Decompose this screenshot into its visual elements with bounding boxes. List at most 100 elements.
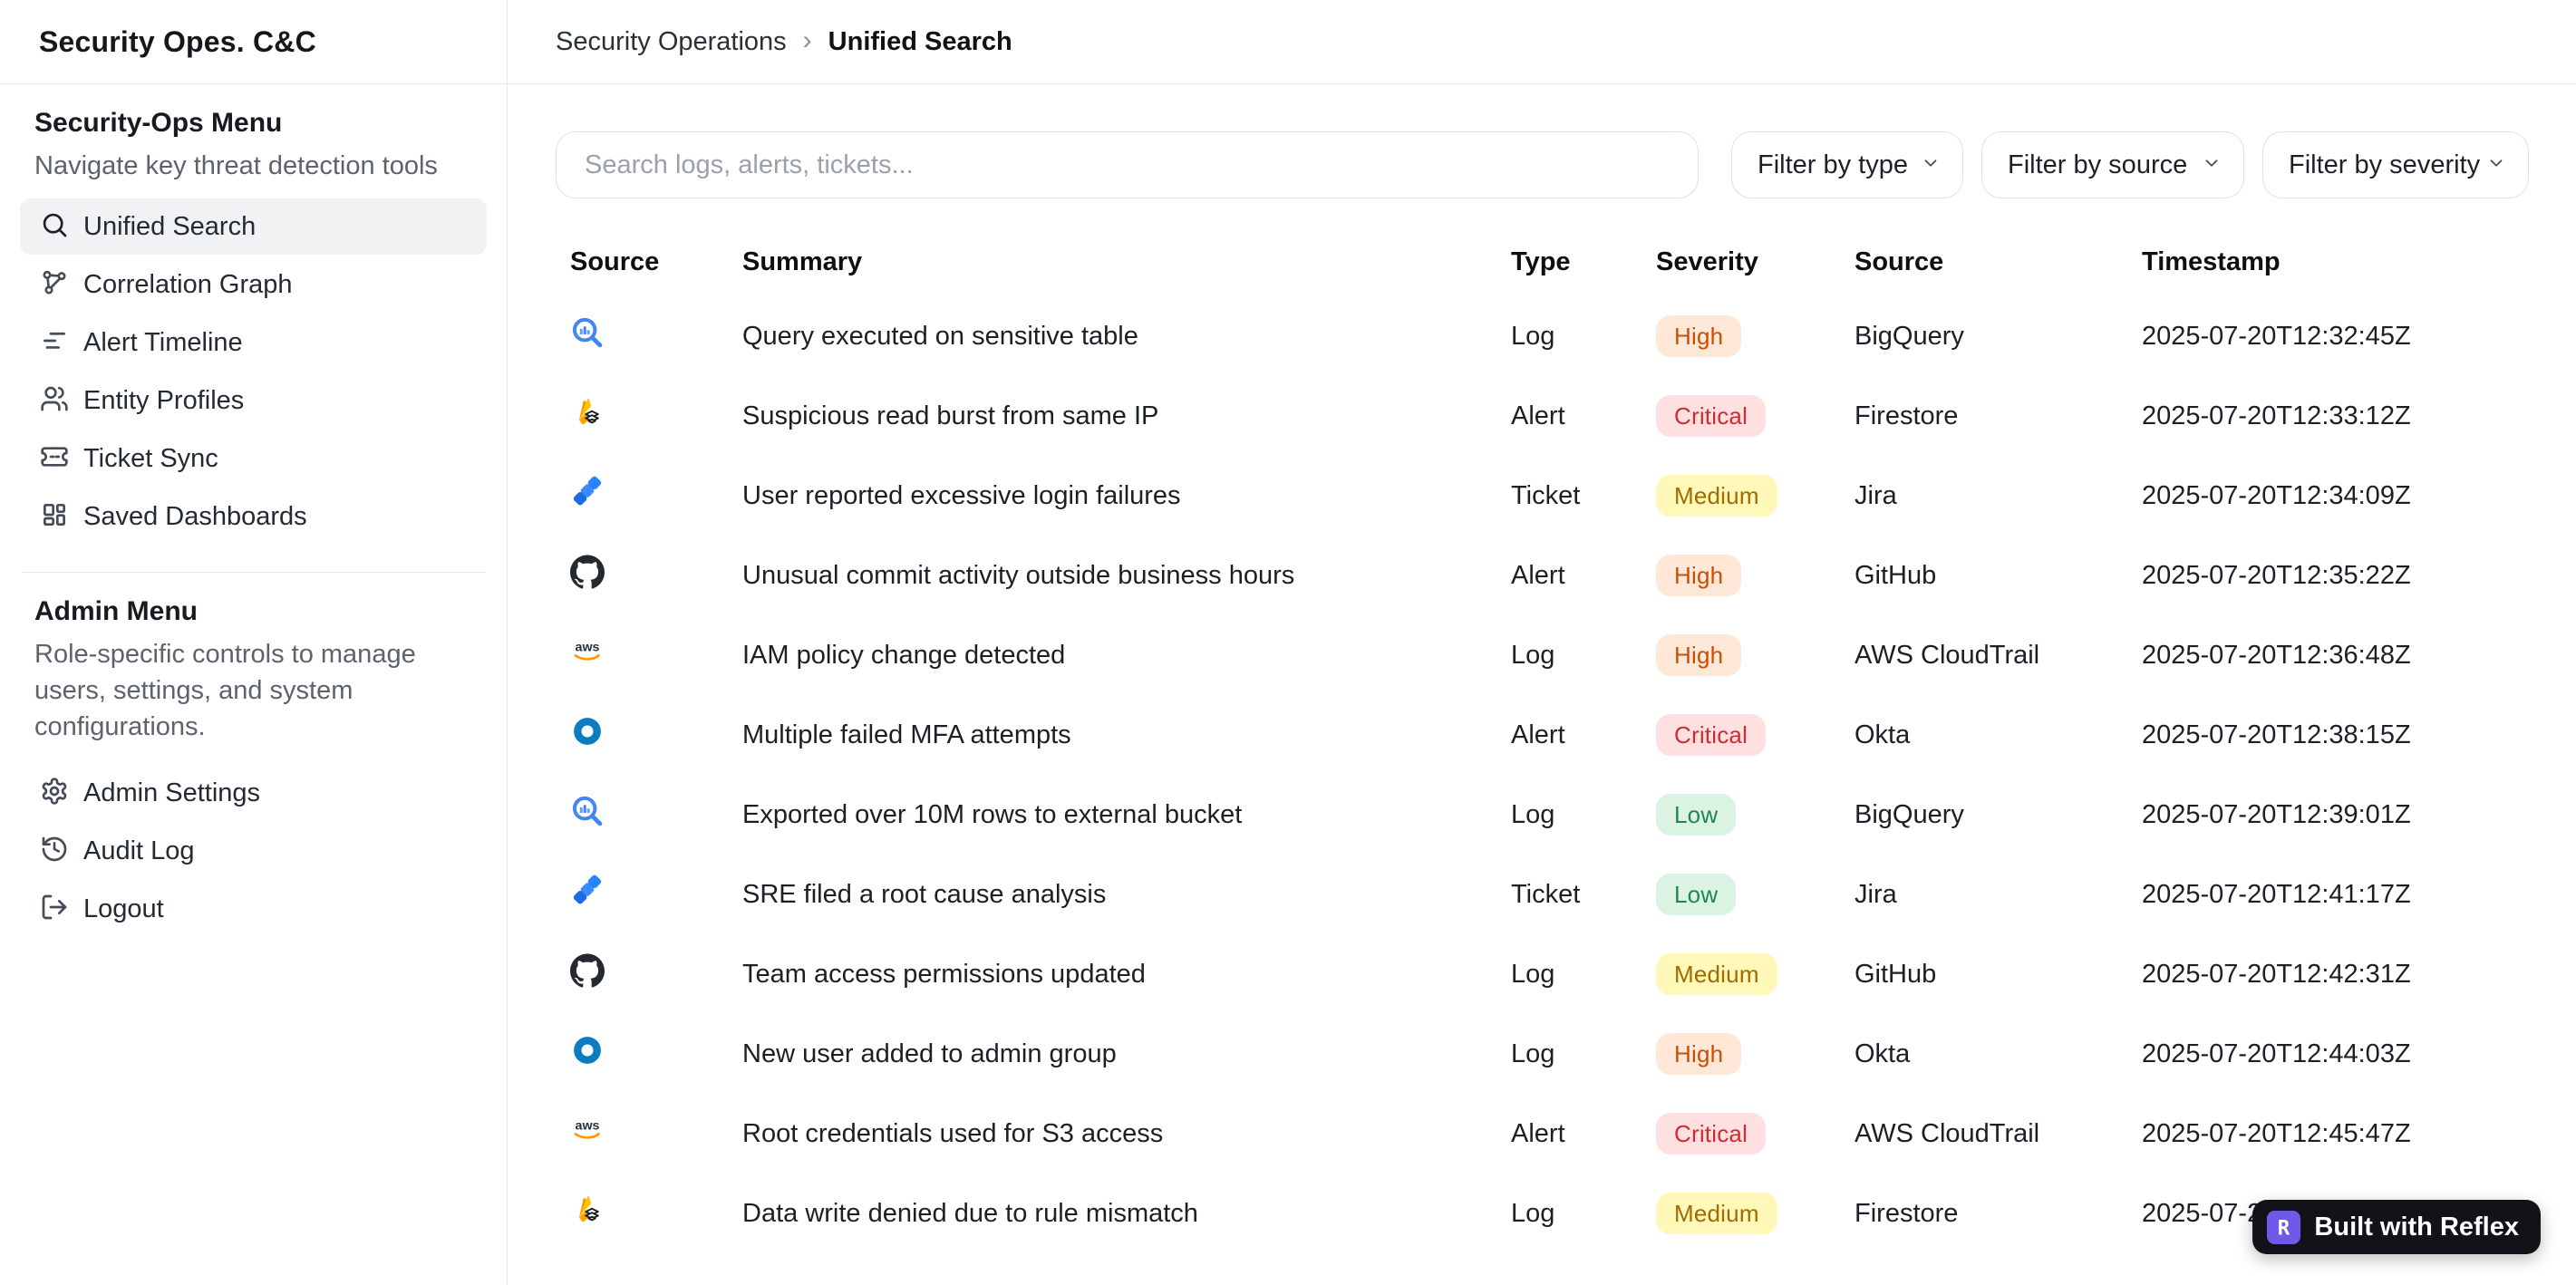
filter-by-source-select[interactable]: Filter by source	[1981, 131, 2244, 198]
sidebar-item-label: Correlation Graph	[83, 269, 293, 299]
type-cell: Alert	[1511, 1118, 1565, 1148]
timestamp-cell: 2025-07-20T12:45:47Z	[2142, 1118, 2411, 1148]
okta-icon	[570, 714, 605, 749]
timestamp-cell: 2025-07-20T12:42:31Z	[2142, 959, 2411, 989]
sidebar-item-audit-log[interactable]: Audit Log	[20, 823, 487, 879]
source-cell: Jira	[1855, 480, 1897, 510]
table-row[interactable]: Team access permissions updated Log Medium…	[556, 934, 2529, 1014]
table-row[interactable]: SRE filed a root cause analysis Ticket Low…	[556, 855, 2529, 934]
toolbar: Filter by type Filter by source Filter b…	[556, 131, 2529, 198]
table-row[interactable]: User reported excessive login failures Ti…	[556, 456, 2529, 536]
search-input[interactable]	[556, 131, 1699, 198]
filter-by-severity-select[interactable]: Filter by severity	[2262, 131, 2529, 198]
table-row[interactable]: New user added to admin group Log High Okta…	[556, 1014, 2529, 1094]
sidebar-item-logout[interactable]: Logout	[20, 881, 487, 937]
sidebar-item-label: Saved Dashboards	[83, 501, 307, 531]
reflex-logo-icon: R	[2267, 1210, 2301, 1244]
timestamp-cell: 2025-07-20T12:36:48Z	[2142, 640, 2411, 670]
table-row[interactable]: aws Root credentials used for S3 access Al…	[556, 1094, 2529, 1174]
svg-text:R: R	[2278, 1216, 2290, 1240]
timestamp-cell: 2025-07-20T12:38:15Z	[2142, 720, 2411, 749]
filter-by-type-select[interactable]: Filter by type	[1731, 131, 1963, 198]
filter-label: Filter by source	[2008, 150, 2188, 179]
column-header-severity: Severity	[1656, 246, 1758, 276]
severity-badge: Critical	[1656, 395, 1767, 437]
built-with-reflex-badge[interactable]: R Built with Reflex	[2252, 1200, 2541, 1254]
source-cell: AWS CloudTrail	[1855, 640, 2040, 670]
search-icon	[40, 210, 69, 244]
bigquery-icon	[570, 315, 605, 350]
sidebar-item-unified-search[interactable]: Unified Search	[20, 198, 487, 255]
timestamp-cell: 2025-07-20T12:39:01Z	[2142, 799, 2411, 829]
sidebar-item-label: Unified Search	[83, 211, 257, 241]
timeline-icon	[40, 326, 69, 360]
built-with-reflex-label: Built with Reflex	[2314, 1212, 2519, 1242]
chevron-down-icon	[2202, 150, 2222, 180]
github-icon	[570, 555, 605, 589]
sidebar-section-heading: Security-Ops Menu	[34, 108, 283, 138]
sidebar-section-heading: Admin Menu	[34, 596, 198, 626]
jira-icon	[570, 874, 605, 908]
column-header-summary: Summary	[742, 246, 863, 276]
source-cell: Firestore	[1855, 401, 1959, 430]
type-cell: Alert	[1511, 560, 1565, 590]
breadcrumb-current: Unified Search	[828, 26, 1012, 56]
source-cell: Okta	[1855, 720, 1911, 749]
severity-badge: Medium	[1656, 475, 1777, 517]
timestamp-cell: 2025-07-20T12:44:03Z	[2142, 1039, 2411, 1068]
gear-icon	[40, 777, 69, 810]
sidebar-item-entity-profiles[interactable]: Entity Profiles	[20, 372, 487, 429]
type-cell: Log	[1511, 959, 1555, 989]
table-row[interactable]: Unusual commit activity outside business…	[556, 536, 2529, 615]
sidebar-section-admin: Admin Menu Role-specific controls to man…	[20, 596, 487, 937]
type-cell: Log	[1511, 640, 1555, 670]
table-row[interactable]: Query executed on sensitive table Log High…	[556, 296, 2529, 376]
column-header-source: Source	[1855, 246, 1944, 276]
severity-badge: Low	[1656, 874, 1737, 915]
severity-badge: High	[1656, 634, 1742, 676]
breadcrumb-parent[interactable]: Security Operations	[556, 26, 787, 56]
table-row[interactable]: Exported over 10M rows to external bucke…	[556, 775, 2529, 855]
source-cell: Jira	[1855, 879, 1897, 909]
summary-cell: Unusual commit activity outside business…	[742, 560, 1295, 590]
sidebar-item-ticket-sync[interactable]: Ticket Sync	[20, 430, 487, 487]
table-row[interactable]: aws IAM policy change detected Log High AWS …	[556, 615, 2529, 695]
type-cell: Alert	[1511, 720, 1565, 749]
sidebar-item-label: Entity Profiles	[83, 385, 245, 415]
dashboard-icon	[40, 500, 69, 534]
summary-cell: Suspicious read burst from same IP	[742, 401, 1159, 430]
source-cell: Okta	[1855, 1039, 1911, 1068]
bigquery-icon	[570, 794, 605, 828]
sidebar-section-security-ops: Security-Ops Menu Navigate key threat de…	[20, 108, 487, 545]
type-cell: Log	[1511, 1198, 1555, 1228]
firestore-icon	[570, 395, 605, 430]
svg-text:aws: aws	[576, 641, 600, 655]
severity-badge: Low	[1656, 794, 1737, 836]
table-row[interactable]: Data write denied due to rule mismatch Lo…	[556, 1174, 2529, 1253]
timestamp-cell: 2025-07-20T12:33:12Z	[2142, 401, 2411, 430]
source-cell: Firestore	[1855, 1198, 1959, 1228]
aws-icon: aws	[570, 634, 605, 669]
breadcrumb-separator-icon: ›	[802, 25, 812, 55]
table-header-row: Source Summary Type Severity Source Time…	[556, 227, 2529, 296]
summary-cell: Data write denied due to rule mismatch	[742, 1198, 1198, 1228]
okta-icon	[570, 1033, 605, 1068]
source-cell: GitHub	[1855, 560, 1937, 590]
sidebar-item-correlation-graph[interactable]: Correlation Graph	[20, 256, 487, 313]
sidebar-item-admin-settings[interactable]: Admin Settings	[20, 765, 487, 821]
sidebar-divider	[22, 572, 485, 573]
column-header-type: Type	[1511, 246, 1571, 276]
summary-cell: SRE filed a root cause analysis	[742, 879, 1107, 909]
sidebar-item-alert-timeline[interactable]: Alert Timeline	[20, 314, 487, 371]
sidebar-item-saved-dashboards[interactable]: Saved Dashboards	[20, 488, 487, 545]
summary-cell: Root credentials used for S3 access	[742, 1118, 1164, 1148]
table-row[interactable]: Suspicious read burst from same IP Alert C…	[556, 376, 2529, 456]
source-cell: BigQuery	[1855, 321, 1964, 351]
summary-cell: Team access permissions updated	[742, 959, 1146, 989]
summary-cell: New user added to admin group	[742, 1039, 1117, 1068]
type-cell: Log	[1511, 799, 1555, 829]
table-row[interactable]: Multiple failed MFA attempts Alert Critica…	[556, 695, 2529, 775]
table-body: Query executed on sensitive table Log High…	[556, 296, 2529, 1253]
summary-cell: Exported over 10M rows to external bucke…	[742, 799, 1243, 829]
